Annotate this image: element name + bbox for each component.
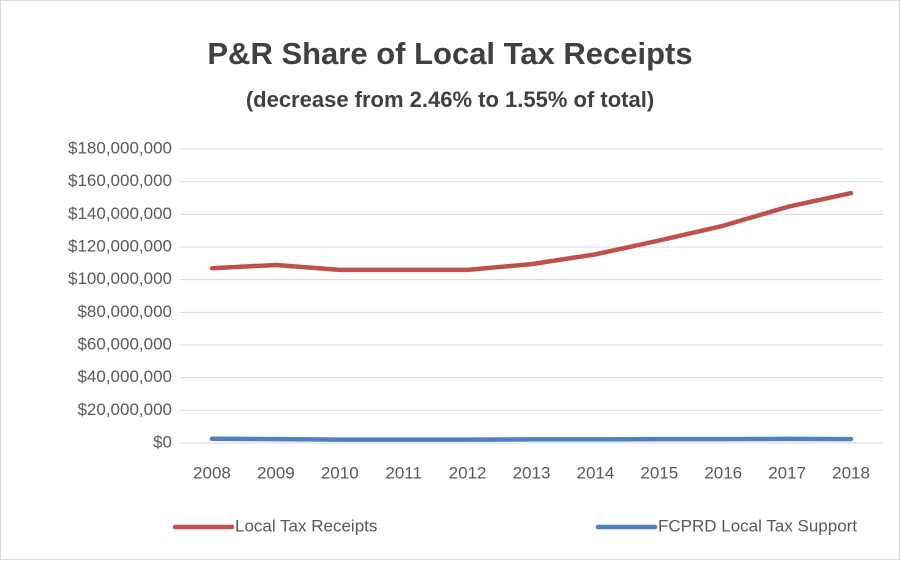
y-tick-label: $60,000,000 xyxy=(77,334,172,353)
y-tick-label: $180,000,000 xyxy=(68,138,172,157)
x-tick-label: 2009 xyxy=(257,463,295,482)
x-tick-label: 2014 xyxy=(576,463,614,482)
x-tick-label: 2016 xyxy=(704,463,742,482)
legend-label: FCPRD Local Tax Support xyxy=(658,516,857,535)
x-tick-label: 2013 xyxy=(513,463,551,482)
y-tick-label: $40,000,000 xyxy=(77,367,172,386)
x-tick-label: 2010 xyxy=(321,463,359,482)
legend-label: Local Tax Receipts xyxy=(235,516,377,535)
chart-title: P&R Share of Local Tax Receipts xyxy=(207,36,692,71)
x-tick-label: 2018 xyxy=(832,463,870,482)
y-tick-label: $0 xyxy=(153,432,172,451)
line-series xyxy=(209,436,854,442)
x-tick-label: 2015 xyxy=(640,463,678,482)
y-tick-label: $80,000,000 xyxy=(77,302,172,321)
line-series xyxy=(209,190,854,273)
x-tick-label: 2011 xyxy=(385,463,422,482)
y-tick-label: $20,000,000 xyxy=(77,400,172,419)
y-tick-label: $100,000,000 xyxy=(68,269,172,288)
chart-subtitle: (decrease from 2.46% to 1.55% of total) xyxy=(246,87,654,112)
y-tick-label: $140,000,000 xyxy=(68,204,172,223)
y-tick-label: $120,000,000 xyxy=(68,236,172,255)
x-tick-label: 2012 xyxy=(449,463,487,482)
x-tick-label: 2017 xyxy=(768,463,806,482)
x-tick-label: 2008 xyxy=(193,463,231,482)
y-tick-label: $160,000,000 xyxy=(68,171,172,190)
